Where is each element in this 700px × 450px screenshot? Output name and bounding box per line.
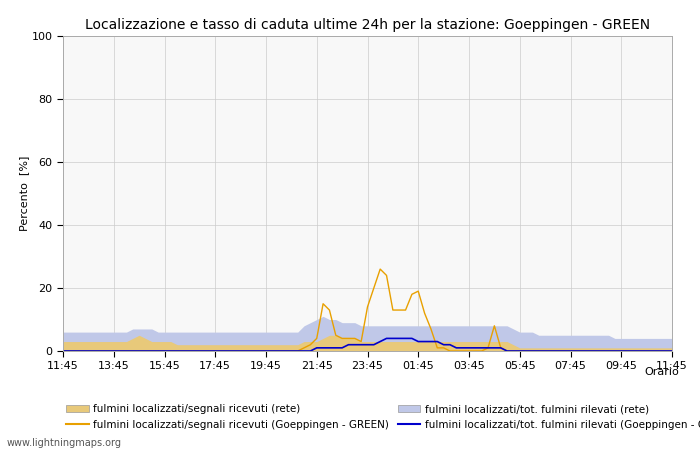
Title: Localizzazione e tasso di caduta ultime 24h per la stazione: Goeppingen - GREEN: Localizzazione e tasso di caduta ultime …: [85, 18, 650, 32]
Text: www.lightningmaps.org: www.lightningmaps.org: [7, 438, 122, 448]
Legend: fulmini localizzati/segnali ricevuti (rete), fulmini localizzati/segnali ricevut: fulmini localizzati/segnali ricevuti (re…: [62, 400, 700, 434]
Text: Orario: Orario: [644, 367, 679, 377]
Y-axis label: Percento  [%]: Percento [%]: [19, 156, 29, 231]
